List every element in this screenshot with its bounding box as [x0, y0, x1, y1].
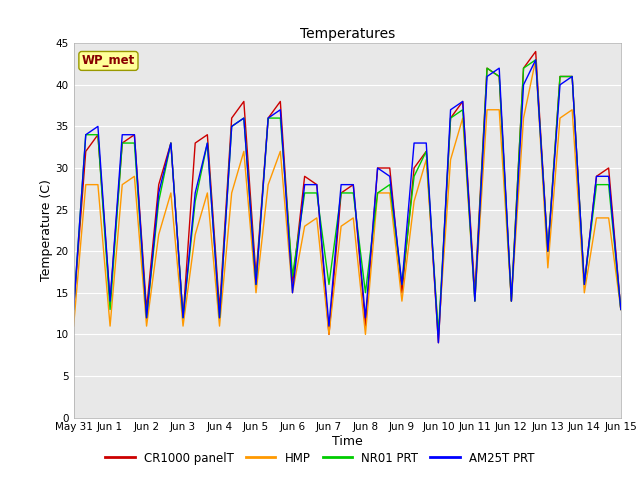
Legend: CR1000 panelT, HMP, NR01 PRT, AM25T PRT: CR1000 panelT, HMP, NR01 PRT, AM25T PRT	[100, 447, 540, 469]
X-axis label: Time: Time	[332, 435, 363, 448]
Title: Temperatures: Temperatures	[300, 27, 395, 41]
Text: WP_met: WP_met	[82, 54, 135, 67]
Y-axis label: Temperature (C): Temperature (C)	[40, 180, 52, 281]
